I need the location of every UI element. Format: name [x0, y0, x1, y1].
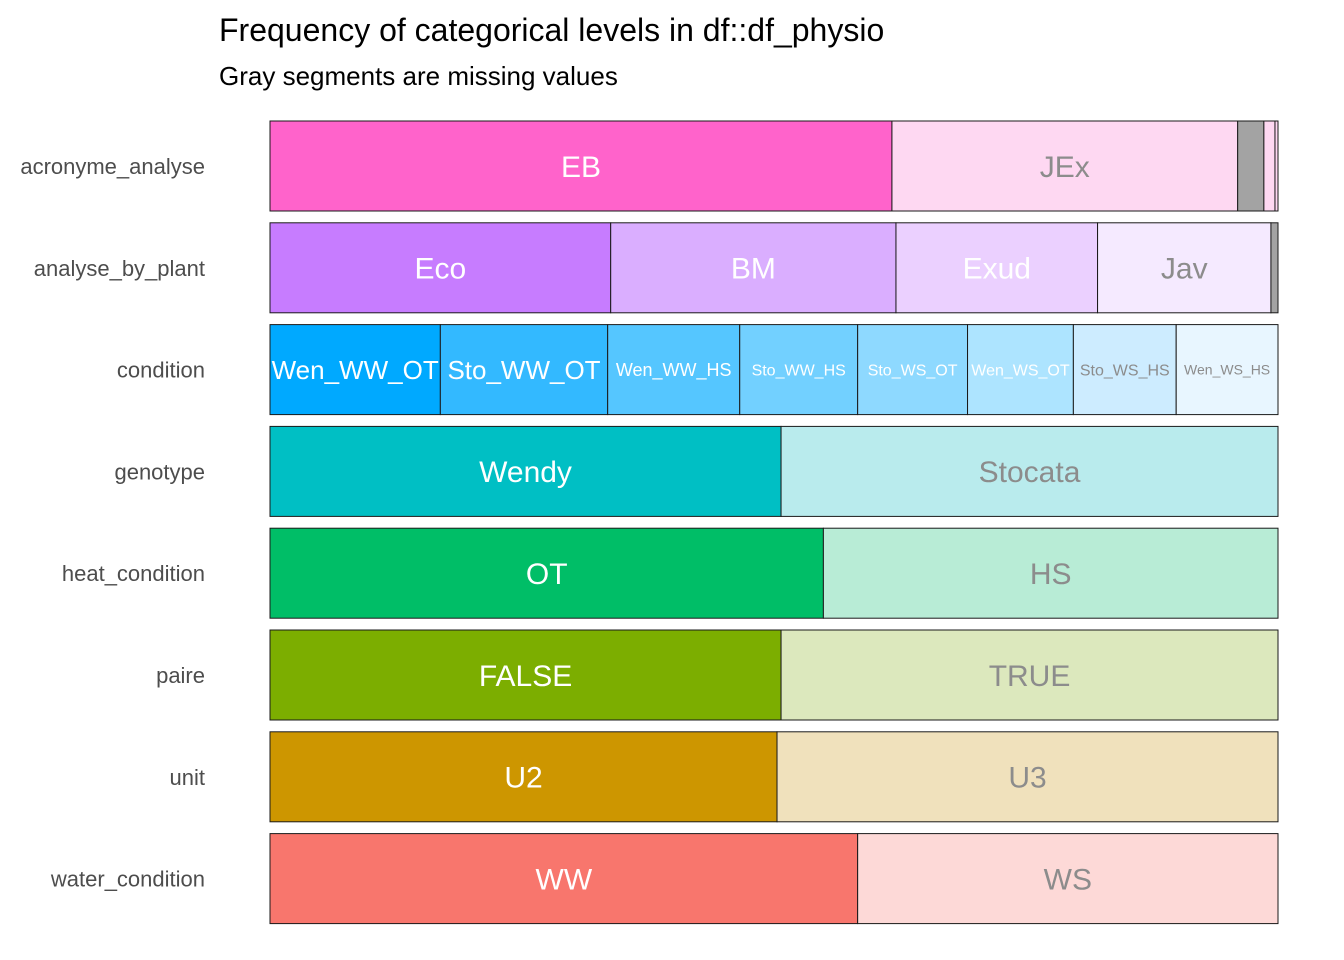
segment-label: Wen_WS_OT: [971, 362, 1070, 379]
segment-label: WW: [536, 863, 593, 896]
segment-label: Wen_WW_HS: [616, 360, 732, 381]
segment-label: EB: [561, 151, 601, 184]
bar-segment: [1097, 222, 1272, 314]
segment-label: TRUE: [989, 660, 1071, 693]
bars-group: acronyme_analyse EB JEx analyse_by_plant Eco…: [20, 120, 1279, 925]
segment-label: Wen_WS_HS: [1184, 362, 1270, 378]
segment-label: Eco: [415, 253, 467, 286]
bar-segment: [776, 731, 1279, 823]
bar-row-water-condition: water_condition WW WS: [50, 833, 1279, 925]
y-tick-label: unit: [170, 765, 205, 790]
segment-label: Jav: [1161, 253, 1208, 286]
bar-segment: [1072, 324, 1177, 416]
segment-label: Sto_WS_OT: [868, 362, 958, 379]
bar-segment: [1274, 120, 1279, 212]
segment-label: Wendy: [479, 456, 572, 489]
segment-label: OT: [526, 558, 568, 591]
segment-label: BM: [731, 253, 776, 286]
bar-segment: [1175, 324, 1279, 416]
bar-row-analyse-by-plant: analyse_by_plant Eco BM Exud Jav: [34, 222, 1279, 314]
y-tick-label: acronyme_analyse: [20, 154, 205, 179]
segment-label: Sto_WW_OT: [447, 355, 600, 385]
y-tick-label: genotype: [114, 459, 205, 484]
bar-row-paire: paire FALSE TRUE: [156, 629, 1279, 721]
bar-segment: [610, 222, 897, 314]
segment-label: WS: [1044, 863, 1092, 896]
bar-segment: [857, 324, 969, 416]
missing-segment: [1270, 222, 1279, 314]
y-tick-label: paire: [156, 663, 205, 688]
bar-segment: [822, 527, 1279, 619]
bar-segment: [857, 833, 1279, 925]
y-tick-label: water_condition: [50, 867, 205, 892]
bar-segment: [739, 324, 859, 416]
segment-label: FALSE: [479, 660, 572, 693]
segment-label: Stocata: [979, 456, 1081, 489]
bar-segment: [269, 222, 612, 314]
bar-segment: [891, 120, 1239, 212]
bar-segment: [269, 324, 441, 416]
bar-row-unit: unit U2 U3: [170, 731, 1279, 823]
missing-segment: [1237, 120, 1265, 212]
bar-segment: [1263, 120, 1276, 212]
bar-segment: [269, 629, 782, 721]
segment-label: Sto_WS_HS: [1080, 362, 1170, 379]
segment-label: Exud: [963, 253, 1031, 286]
bar-segment: [780, 629, 1279, 721]
bar-segment: [895, 222, 1099, 314]
y-tick-label: heat_condition: [62, 561, 205, 586]
bar-segment: [967, 324, 1074, 416]
bar-segment: [269, 120, 893, 212]
bar-row-genotype: genotype Wendy Stocata: [114, 425, 1279, 517]
chart-subtitle: Gray segments are missing values: [219, 61, 618, 91]
bar-segment: [439, 324, 609, 416]
segment-label: JEx: [1040, 151, 1090, 184]
bar-row-acronyme-analyse: acronyme_analyse EB JEx: [20, 120, 1279, 212]
chart-title: Frequency of categorical levels in df::d…: [219, 12, 884, 48]
bar-row-heat-condition: heat_condition OT HS: [62, 527, 1279, 619]
bar-segment: [269, 833, 859, 925]
segment-label: U2: [504, 762, 542, 795]
y-tick-label: condition: [117, 358, 205, 383]
segment-label: Sto_WW_HS: [752, 362, 846, 379]
segment-label: U3: [1008, 762, 1046, 795]
segment-label: Wen_WW_OT: [272, 355, 439, 385]
bar-row-condition: condition Wen_WW_OT Sto_WW_OT Wen_WW_HS Sto_…: [117, 324, 1279, 416]
bar-segment: [269, 425, 782, 517]
segment-label: HS: [1030, 558, 1072, 591]
bar-segment: [269, 527, 824, 619]
y-tick-label: analyse_by_plant: [34, 256, 205, 281]
bar-segment: [780, 425, 1279, 517]
